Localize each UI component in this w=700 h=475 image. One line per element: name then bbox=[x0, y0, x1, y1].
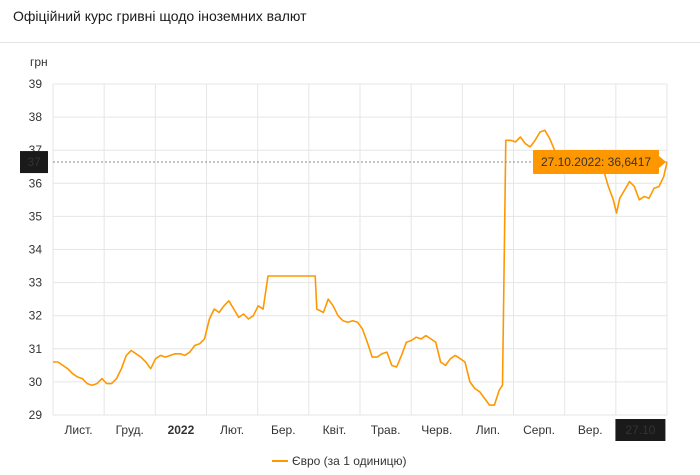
current-value-badge bbox=[20, 151, 48, 174]
x-tick-label: Серп. bbox=[523, 423, 555, 437]
x-tick-label: Бер. bbox=[271, 423, 296, 437]
y-tick-label: 32 bbox=[29, 309, 43, 323]
grid-layer bbox=[52, 83, 668, 416]
axis-layer: 29 30 31 32 33 34 35 36 37 38 39 грн Лист. Груд. 2022 Л… bbox=[29, 55, 666, 441]
y-tick-label: 38 bbox=[29, 110, 43, 124]
x-tick-label: 2022 bbox=[168, 423, 195, 437]
x-tick-label: Трав. bbox=[371, 423, 401, 437]
y-tick-label: 34 bbox=[29, 243, 43, 257]
x-tick-label: Лют. bbox=[220, 423, 244, 437]
overlay-layer: 37 27.10.2022: 36,6417 bbox=[20, 150, 667, 175]
y-tick-label: 29 bbox=[29, 408, 43, 422]
x-tick-label: Квіт. bbox=[323, 423, 347, 437]
x-tick-label: Вер. bbox=[578, 423, 603, 437]
y-tick-label: 36 bbox=[29, 176, 43, 190]
x-tick-label: Черв. bbox=[421, 423, 452, 437]
x-tick-label: Лист. bbox=[65, 423, 93, 437]
y-tick-label: 31 bbox=[29, 342, 43, 356]
tooltip-box bbox=[533, 150, 659, 175]
y-tick-label: 35 bbox=[29, 209, 43, 223]
x-tick-label: Груд. bbox=[116, 423, 144, 437]
y-tick-label: 33 bbox=[29, 276, 43, 290]
tooltip-text: 27.10.2022: 36,6417 bbox=[541, 155, 651, 169]
current-date-label: 27.10 bbox=[625, 423, 655, 437]
tooltip-pointer bbox=[659, 156, 666, 169]
current-date-badge bbox=[615, 419, 666, 441]
current-value-label: 37 bbox=[27, 155, 41, 169]
y-tick-label: 39 bbox=[29, 77, 43, 91]
x-tick-label: Лип. bbox=[476, 423, 500, 437]
chart-title: Офіційний курс гривні щодо іноземних вал… bbox=[13, 8, 307, 24]
title-divider bbox=[0, 42, 700, 43]
legend-label[interactable]: Євро (за 1 одиницю) bbox=[292, 454, 407, 468]
y-tick-label: 30 bbox=[29, 375, 43, 389]
legend[interactable]: Євро (за 1 одиницю) bbox=[272, 454, 407, 468]
y-axis-unit-label: грн bbox=[30, 55, 48, 69]
